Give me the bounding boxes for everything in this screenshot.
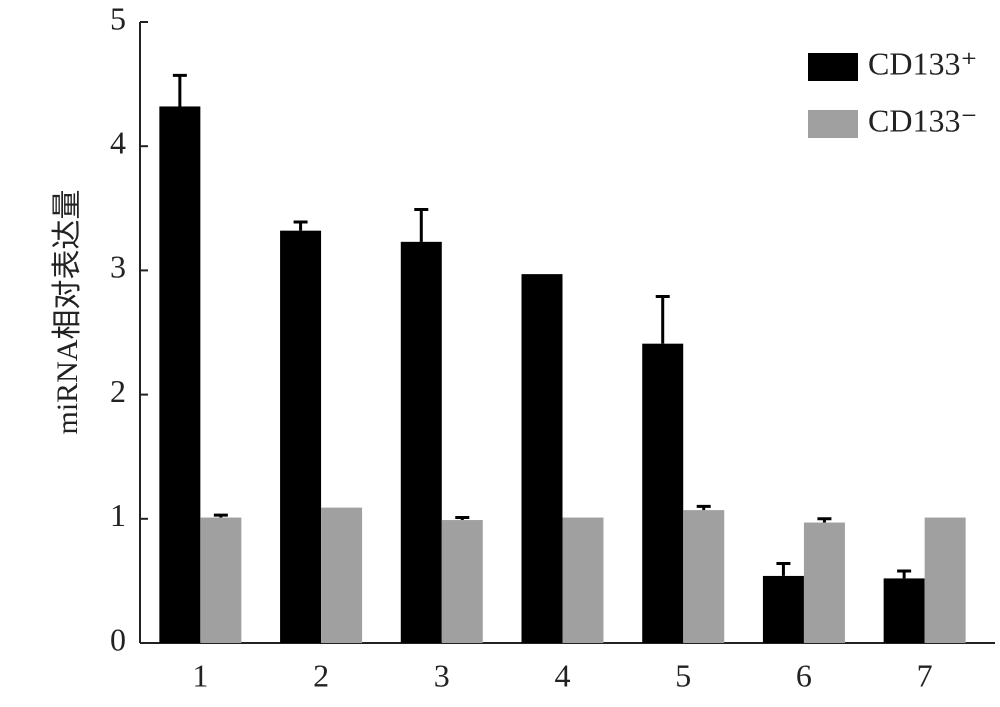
error-bar (455, 516, 470, 521)
x-tick-label: 3 (434, 657, 450, 693)
error-bar (172, 73, 187, 107)
y-axis-label: miRNA相对表达量 (51, 189, 84, 434)
x-tick-label: 5 (675, 657, 691, 693)
y-tick-label: 1 (110, 497, 126, 533)
x-tick-label: 2 (313, 657, 329, 693)
bar (400, 241, 442, 644)
y-tick-label: 2 (110, 373, 126, 409)
bar (883, 578, 925, 643)
error-bar (213, 513, 228, 518)
error-bar (655, 294, 670, 344)
error-bar (293, 220, 308, 231)
x-tick-label: 1 (192, 657, 208, 693)
bar (159, 106, 201, 644)
bar (642, 343, 684, 643)
legend-label: CD133⁻ (868, 102, 977, 138)
y-tick-label: 3 (110, 249, 126, 285)
bar (562, 517, 604, 643)
error-bar (897, 569, 912, 579)
bar (321, 507, 363, 643)
x-tick-label: 7 (917, 657, 933, 693)
error-bar (776, 562, 791, 576)
bar (521, 274, 563, 643)
y-tick-label: 0 (110, 621, 126, 657)
error-bar (414, 208, 429, 242)
error-bar (817, 517, 832, 523)
bar (762, 575, 804, 643)
y-tick-label: 4 (110, 125, 126, 161)
bar (683, 510, 725, 643)
bar (200, 517, 242, 643)
y-tick-label: 5 (110, 0, 126, 36)
x-tick-label: 4 (555, 657, 571, 693)
bar (924, 517, 966, 643)
error-bar (696, 504, 711, 511)
legend-swatch (808, 53, 858, 81)
x-tick-label: 6 (796, 657, 812, 693)
bar (441, 520, 483, 643)
legend-label: CD133⁺ (868, 45, 977, 81)
bar (803, 522, 845, 643)
legend-swatch (808, 110, 858, 138)
bar (280, 230, 322, 643)
